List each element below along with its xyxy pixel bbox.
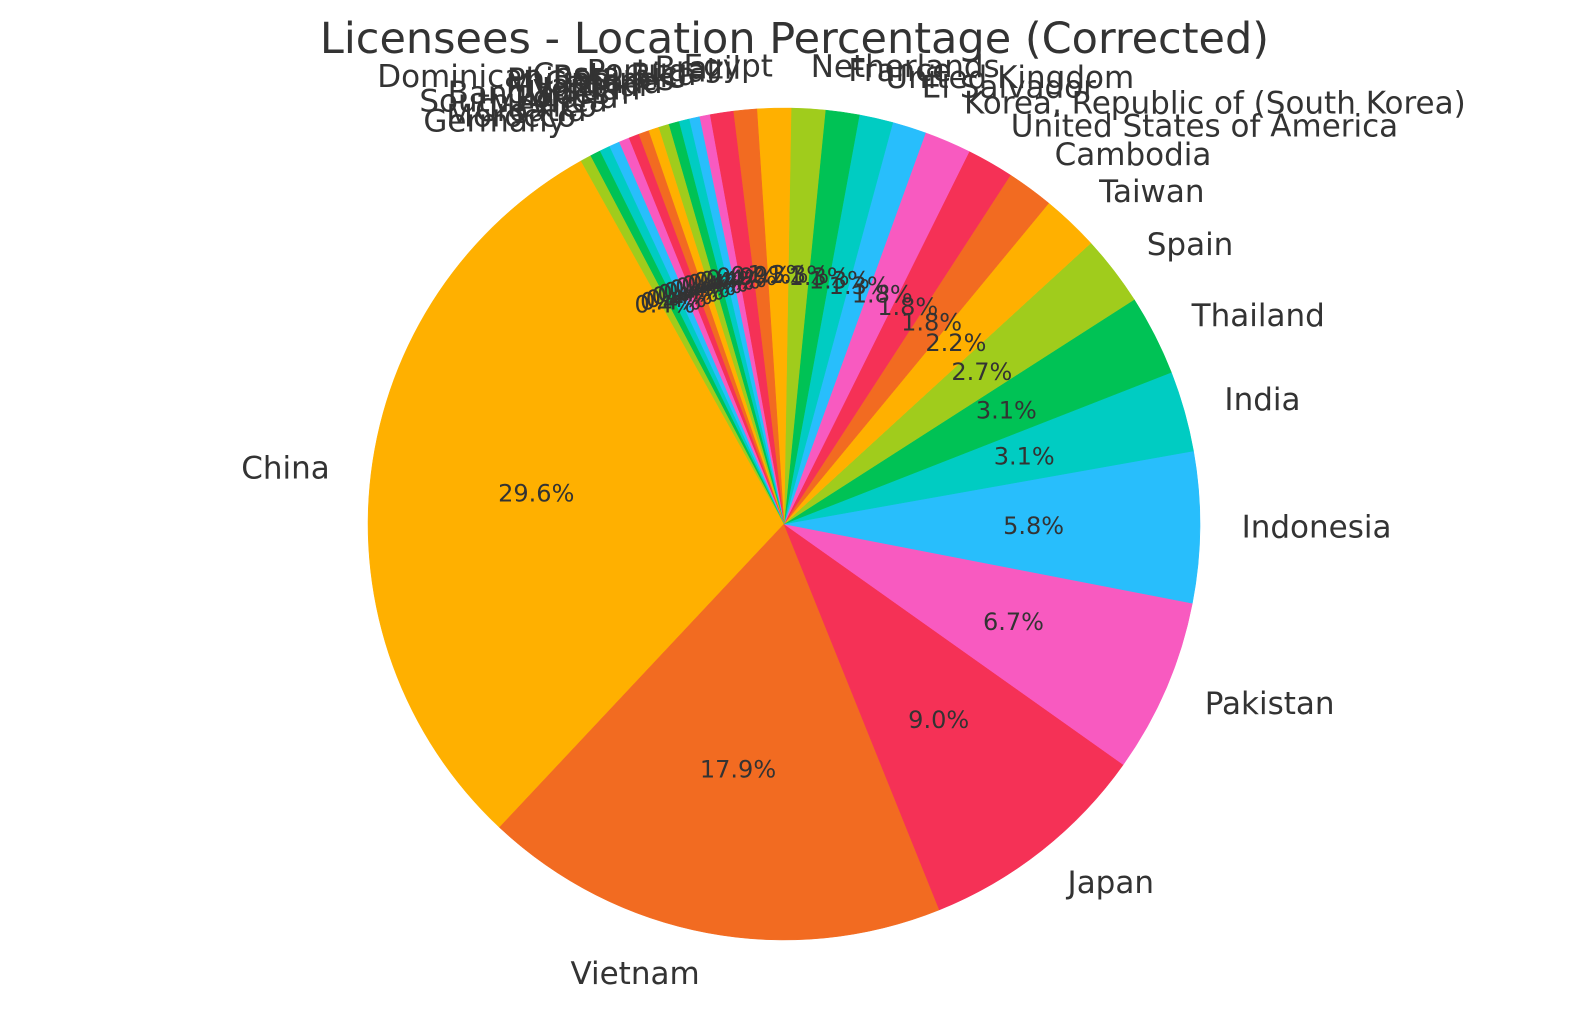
- slice-label: Spain: [1147, 227, 1234, 263]
- slice-percent-label: 0.9%: [716, 263, 777, 291]
- slice-percent-label: 0.4%: [640, 288, 701, 316]
- pie-slice: [580, 155, 785, 525]
- slice-percent-label: 0.4%: [687, 269, 748, 297]
- slice-label: Netherlands: [811, 49, 1000, 85]
- pie-slice: [783, 450, 1201, 604]
- slice-percent-label: 1.3%: [747, 260, 808, 288]
- slice-label: Mexico: [489, 88, 597, 124]
- slice-label: Dominican Republic: [377, 59, 685, 95]
- slice-label: Egypt: [684, 49, 773, 85]
- slice-percent-label: 3.1%: [994, 442, 1055, 470]
- slice-percent-label: 0.4%: [669, 275, 730, 303]
- pie-slice: [367, 160, 785, 828]
- slice-label: Bangladesh: [448, 75, 630, 111]
- slice-label: Costa Rica: [533, 57, 697, 93]
- slice-percent-label: 0.4%: [652, 282, 713, 310]
- slice-label: Pakistan: [1205, 686, 1335, 722]
- slice-label: United Kingdom: [885, 60, 1134, 96]
- slice-percent-label: 1.3%: [829, 272, 890, 300]
- slice-label: Philippines: [507, 62, 674, 98]
- slice-label: Portugal: [587, 54, 715, 90]
- slice-percent-label: 0.4%: [681, 271, 742, 299]
- slice-label: China: [241, 450, 330, 486]
- slice-percent-label: 0.4%: [657, 280, 718, 308]
- slice-label: India: [1224, 382, 1300, 418]
- slice-percent-label: 3.1%: [976, 397, 1037, 425]
- slice-percent-label: 0.4%: [700, 266, 761, 294]
- slice-label: Indonesia: [1242, 509, 1392, 545]
- slice-label: France: [848, 53, 951, 89]
- slice-percent-label: 1.8%: [852, 281, 913, 309]
- slice-percent-label: 0.4%: [675, 273, 736, 301]
- slice-percent-label: 0.4%: [635, 291, 696, 319]
- slice-label: Myanmar: [506, 68, 652, 104]
- slice-percent-label: 1.8%: [901, 309, 962, 337]
- slice-label: El Salvador: [922, 70, 1096, 106]
- slice-label: Cambodia: [1055, 137, 1212, 173]
- slice-percent-label: 1.8%: [877, 293, 938, 321]
- slice-percent-label: 6.7%: [983, 608, 1044, 636]
- slice-label: Croatia: [475, 93, 586, 129]
- slice-percent-label: 0.4%: [646, 285, 707, 313]
- chart-title: Licensees - Location Percentage (Correct…: [319, 14, 1270, 64]
- slice-label: Thailand: [1191, 298, 1325, 334]
- slice-label: Jordan: [540, 72, 641, 108]
- slice-label: Morocco: [446, 98, 576, 134]
- pie-slice: [783, 523, 1193, 766]
- slice-label: Canada: [545, 65, 663, 101]
- slice-percent-label: 0.9%: [730, 262, 791, 290]
- slice-percent-label: 9.0%: [908, 706, 969, 734]
- slice-percent-label: 2.2%: [925, 329, 986, 357]
- slice-label: Taiwan: [1098, 174, 1204, 210]
- slice-percent-label: 0.4%: [693, 268, 754, 296]
- slice-percent-label: 0.4%: [663, 277, 724, 305]
- slice-label: Japan: [1066, 865, 1154, 901]
- slice-percent-label: 2.7%: [951, 358, 1012, 386]
- slice-label: Brazil: [655, 50, 742, 86]
- pie-slices: [367, 107, 1201, 941]
- slice-percent-label: 0.4%: [706, 265, 767, 293]
- pie-labels: China 29.6% Vietnam 17.9% Japan 9.0% Pakistan 6…: [241, 49, 1465, 992]
- pie-slice: [783, 523, 1124, 911]
- slice-percent-label: 17.9%: [700, 755, 776, 783]
- slice-percent-label: 5.8%: [1003, 512, 1064, 540]
- pie-slice: [499, 523, 940, 941]
- slice-label: United States of America: [1011, 109, 1398, 145]
- slice-percent-label: 29.6%: [498, 480, 574, 508]
- slice-percent-label: 1.3%: [768, 261, 829, 289]
- slice-label: South Africa: [419, 84, 607, 120]
- slice-label: Korea, Republic of (South Korea): [964, 85, 1466, 121]
- slice-percent-label: 1.3%: [809, 267, 870, 295]
- slice-label: Germany: [423, 104, 565, 140]
- slice-percent-label: 1.3%: [789, 263, 850, 291]
- slice-label: Vietnam: [570, 956, 699, 992]
- slice-label: Poland: [515, 79, 619, 115]
